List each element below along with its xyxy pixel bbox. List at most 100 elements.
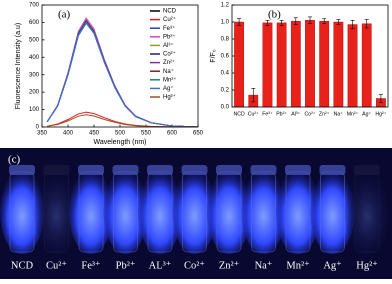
x-tick-label: NCD (233, 111, 244, 117)
bar (305, 20, 315, 108)
y-tick-label: 0.4 (221, 71, 230, 77)
plot-frame (231, 4, 389, 108)
vial-cap (147, 165, 173, 175)
y-tick-label: 100 (29, 107, 40, 113)
x-tick-label: Zn²⁺ (319, 111, 330, 117)
error-bar (350, 19, 355, 30)
vial-glow (172, 170, 217, 254)
vial-glow (207, 170, 251, 254)
vial-label: Mn²⁺ (286, 260, 310, 271)
error-bar (237, 18, 242, 26)
x-tick-label: Al³⁺ (291, 111, 300, 117)
y-axis-label: Fluorescence Intensity (a.u) (15, 23, 22, 109)
plot-frame (41, 4, 199, 128)
y-tick-label: 0.6 (221, 54, 230, 60)
x-tick-label: 550 (141, 131, 152, 137)
panel-label: (a) (58, 9, 71, 21)
legend-label: Hg²⁺ (163, 94, 176, 101)
x-tick-label: Pb²⁺ (276, 111, 287, 117)
vial-label: AL³⁺ (149, 260, 172, 271)
vial-label: Ag⁺ (323, 260, 342, 271)
y-tick-label: 0.2 (221, 88, 230, 94)
vial-cap (43, 165, 70, 175)
bar (361, 23, 372, 108)
bar (319, 20, 330, 108)
y-tick-label: 300 (29, 72, 40, 78)
y-axis-label: F/F₀ (210, 49, 217, 62)
series-line (47, 114, 199, 128)
bar (347, 24, 358, 108)
legend-label: Na⁺ (163, 68, 174, 75)
vial-cap (354, 165, 380, 175)
vial-glow (103, 170, 148, 254)
x-tick-label: 500 (115, 131, 126, 137)
x-tick-label: Mn²⁺ (347, 111, 359, 117)
legend-label: Pb²⁺ (163, 33, 176, 40)
vial-cap (216, 165, 242, 175)
y-tick-label: 0 (36, 125, 40, 131)
series-line (46, 21, 199, 128)
vial-cap (319, 165, 346, 175)
legend-label: Ag⁺ (163, 85, 174, 92)
y-tick-label: 1.0 (221, 20, 230, 26)
vial-label: Zn²⁺ (219, 260, 240, 271)
vial-glow (310, 170, 355, 254)
vial-glow (138, 170, 182, 254)
error-bar (251, 88, 256, 103)
vial-cap (285, 165, 311, 175)
y-tick-label: 0.8 (221, 37, 230, 43)
legend-label: Zn²⁺ (163, 59, 175, 66)
legend-label: Al³⁺ (163, 42, 174, 49)
panel-label: (c) (8, 154, 21, 166)
x-tick-label: Hg²⁺ (375, 111, 386, 117)
vial-glow (0, 170, 44, 254)
x-tick-label: 350 (37, 131, 48, 137)
vial-label: Fe³⁺ (81, 260, 101, 271)
legend-label: Co²⁺ (163, 51, 176, 58)
y-tick-label: 400 (29, 55, 40, 61)
legend-label: Fe³⁺ (163, 25, 175, 32)
y-tick-label: 0.0 (221, 105, 230, 111)
vial-glow (276, 170, 320, 254)
bar (234, 21, 244, 108)
bar (290, 20, 301, 108)
x-tick-label: 650 (193, 131, 204, 137)
x-axis-label: Wavelength (nm) (93, 139, 146, 146)
bar (333, 21, 344, 108)
x-tick-label: Cu²⁺ (248, 111, 259, 117)
vial-cap (181, 165, 208, 175)
error-bar (336, 19, 341, 25)
vial-glow (34, 170, 79, 254)
vial-glow (69, 170, 113, 254)
bar (276, 22, 287, 108)
y-tick-label: 700 (29, 3, 40, 9)
vial-label: Co²⁺ (184, 260, 205, 271)
vial-cap (9, 165, 35, 175)
legend-label: Mn²⁺ (163, 76, 177, 83)
vial-glow (241, 170, 286, 254)
x-tick-label: Co²⁺ (304, 111, 315, 117)
vial-label: Pb²⁺ (116, 260, 136, 271)
bar (262, 22, 273, 108)
y-tick-label: 500 (29, 37, 40, 43)
y-tick-label: 600 (29, 20, 40, 26)
vial-label: Cu²⁺ (46, 260, 67, 271)
x-tick-label: Ag⁺ (362, 111, 371, 117)
vial-cap (112, 165, 139, 175)
legend-label: NCD (163, 9, 177, 15)
error-bar (265, 19, 270, 26)
error-bar (322, 18, 327, 25)
vial-label: Hg²⁺ (356, 260, 378, 271)
vials (0, 165, 389, 254)
error-bar (364, 19, 369, 29)
x-tick-label: 450 (89, 131, 100, 137)
y-tick-label: 200 (29, 90, 40, 96)
error-bar (378, 93, 383, 104)
vial-cap (78, 165, 104, 175)
y-tick-label: 1.2 (221, 3, 230, 9)
error-bar (308, 16, 312, 25)
panel-label: (b) (268, 9, 281, 21)
vial-label: NCD (11, 260, 34, 271)
vial-label: Na⁺ (255, 260, 273, 271)
